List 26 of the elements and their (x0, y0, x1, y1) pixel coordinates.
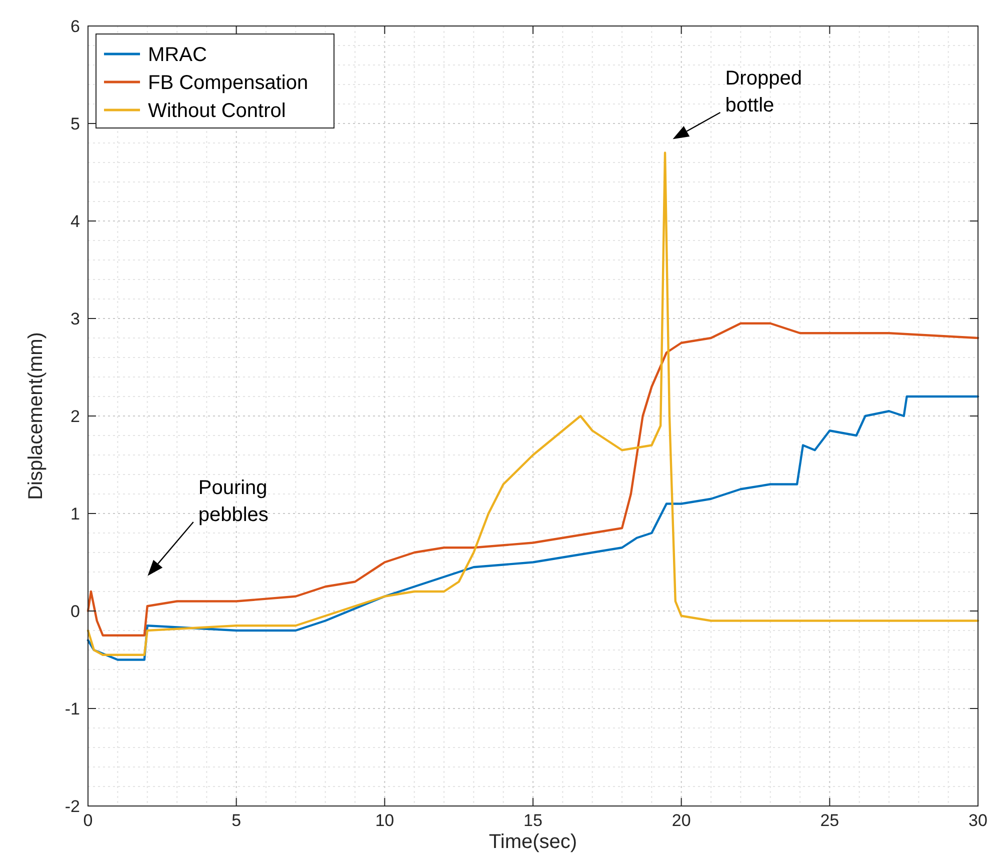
line-series (86, 152, 980, 656)
y-tick-label: 2 (70, 407, 80, 426)
y-tick-label: 0 (70, 602, 80, 621)
y-axis-title: Displacement(mm) (25, 332, 47, 500)
legend-label: MRAC (148, 44, 207, 66)
y-tick-label: 1 (70, 504, 80, 524)
x-tick-label: 30 (968, 811, 988, 830)
x-tick-label: 20 (672, 811, 691, 830)
annotation: Dropped bottle (725, 68, 802, 116)
y-tick-label: 3 (70, 310, 80, 328)
y-tick-label: 5 (70, 114, 80, 134)
y-tick-label: 6 (70, 17, 80, 36)
legend-label: FB Compensation (148, 72, 308, 94)
x-tick-label: 10 (375, 811, 394, 830)
x-axis-title: Time(sec) (488, 831, 578, 853)
legend-label: Without Control (148, 100, 286, 122)
x-tick-label: 15 (524, 811, 542, 830)
x-tick-label: 0 (83, 811, 93, 830)
line-series (86, 395, 980, 661)
y-tick-label: -1 (64, 700, 80, 718)
line-series (86, 322, 980, 636)
x-tick-label: 25 (820, 811, 840, 830)
x-tick-label: 5 (232, 811, 242, 830)
annotation: Pouring pebbles (198, 477, 268, 526)
y-tick-label: -2 (64, 797, 80, 816)
y-tick-label: 4 (70, 212, 80, 231)
